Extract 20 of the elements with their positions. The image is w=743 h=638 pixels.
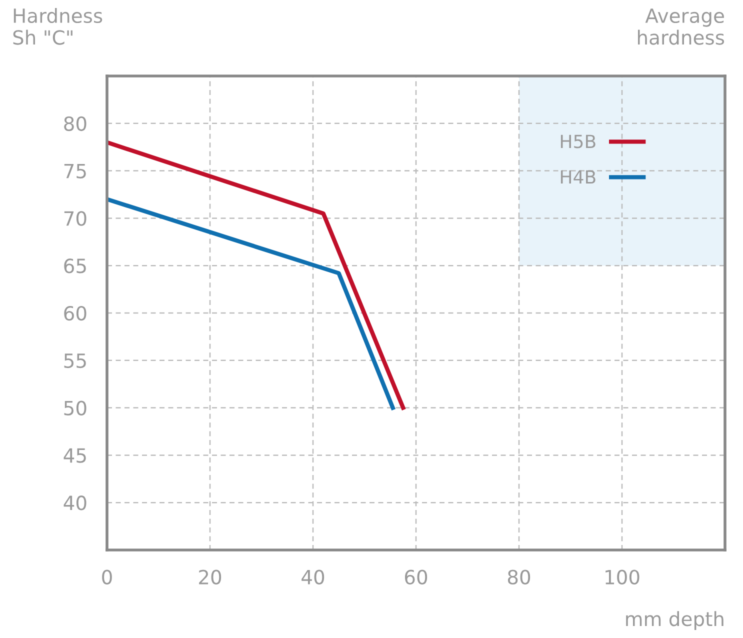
- x-tick-label: 20: [199, 570, 222, 584]
- y-tick-label: 75: [64, 164, 86, 178]
- y-tick-label: 45: [64, 448, 86, 463]
- y-axis-title: Hardness Sh "C": [13, 8, 102, 45]
- y-tick-label: 65: [64, 258, 86, 274]
- y-tick-label: 60: [64, 306, 86, 321]
- text: Average hardness: [638, 8, 724, 45]
- y-tick-label: 40: [64, 496, 86, 510]
- x-tick-label: 80: [508, 570, 530, 584]
- y-tick-label: 50: [64, 400, 86, 416]
- y-tick-label: 55: [64, 354, 86, 368]
- legend-label: H4B: [560, 170, 596, 184]
- x-tick-label: 100: [606, 570, 640, 584]
- x-tick-label: 40: [302, 570, 324, 584]
- legend-label: H5B: [560, 134, 596, 148]
- x-axis-title: mm depth: [626, 611, 724, 630]
- y-tick-label: 80: [64, 116, 86, 132]
- x-tick-label: 60: [404, 570, 428, 584]
- y-tick-label: 70: [64, 211, 86, 226]
- x-tick-label: 0: [102, 570, 112, 584]
